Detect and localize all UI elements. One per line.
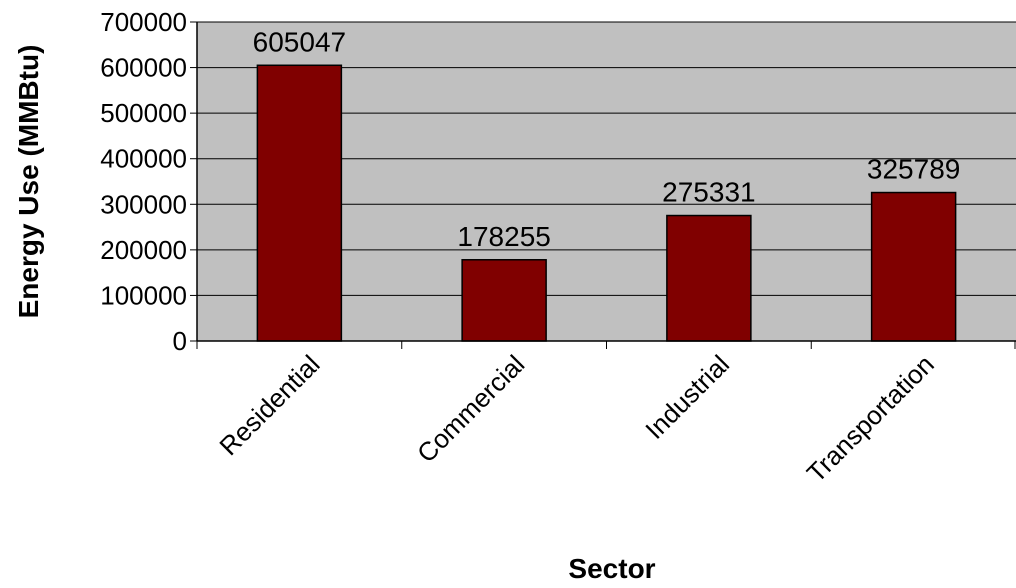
data-label: 325789 [867,154,960,185]
x-tick-label: Transportation [801,349,940,488]
bar-commercial [461,259,547,342]
y-tick-label: 700000 [100,7,187,37]
y-tick-label: 300000 [100,189,187,219]
data-label: 275331 [662,177,755,208]
axes [190,21,1016,349]
data-labels: 605047 178255 275331 325789 [253,26,961,251]
x-axis-title: Sector [568,553,655,584]
y-tick-label: 600000 [100,53,187,83]
y-tick-label: 400000 [100,144,187,174]
bar-industrial [666,214,752,342]
data-label: 178255 [457,221,550,252]
x-tick-label: Commercial [411,349,530,468]
y-tick-label: 200000 [100,235,187,265]
bar-residential [256,64,343,342]
y-tick-labels: 0 100000 200000 300000 400000 500000 600000 700… [100,7,187,356]
y-tick-label: 500000 [100,98,187,128]
y-axis-title: Energy Use (MMBtu) [13,45,44,319]
x-tick-labels: Residential Commercial Industrial Transport… [213,349,939,488]
bar-transportation [870,191,957,342]
y-tick-label: 100000 [100,280,187,310]
x-tick-label: Residential [213,349,325,461]
data-label: 605047 [253,26,346,57]
y-tick-label: 0 [173,326,187,356]
x-tick-label: Industrial [639,349,735,445]
